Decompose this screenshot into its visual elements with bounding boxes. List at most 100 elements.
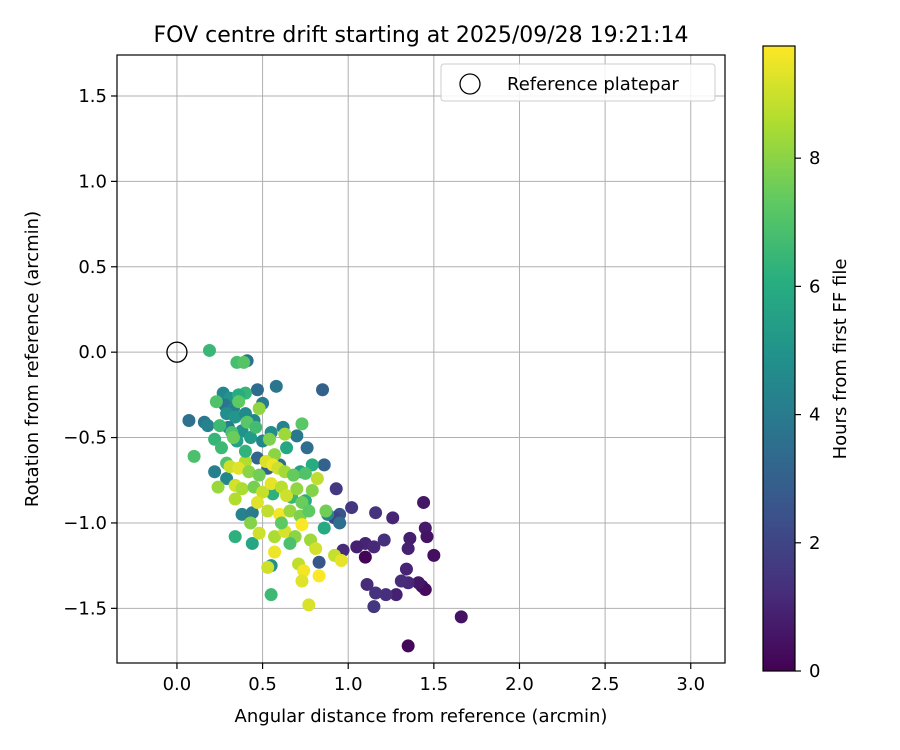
scatter-point bbox=[358, 550, 372, 564]
scatter-point bbox=[302, 598, 316, 612]
scatter-point bbox=[278, 427, 292, 441]
scatter-point bbox=[417, 495, 431, 509]
colorbar-tick-label: 2 bbox=[809, 533, 820, 554]
scatter-point bbox=[235, 507, 249, 521]
plot-frame bbox=[116, 54, 726, 664]
scatter-point bbox=[312, 569, 326, 583]
scatter-point bbox=[316, 383, 330, 397]
scatter-point bbox=[232, 395, 246, 409]
scatter-point bbox=[295, 574, 309, 588]
scatter-point bbox=[329, 482, 343, 496]
x-tick-label: 3.0 bbox=[676, 674, 705, 695]
scatter-point bbox=[427, 548, 441, 562]
scatter-point bbox=[350, 540, 364, 554]
scatter-point bbox=[209, 395, 223, 409]
scatter-point bbox=[290, 482, 304, 496]
colorbar-tick-label: 0 bbox=[809, 661, 820, 682]
x-axis-ticks: 0.0 0.5 1.0 1.5 2.0 2.5 3.0 bbox=[163, 663, 705, 695]
scatter-point bbox=[280, 441, 294, 455]
scatter-point bbox=[252, 526, 266, 540]
grid bbox=[117, 55, 725, 663]
scatter-point bbox=[290, 429, 304, 443]
scatter-point bbox=[317, 521, 331, 535]
y-tick-label: 0.0 bbox=[78, 342, 107, 363]
scatter-point bbox=[377, 533, 391, 547]
scatter-point bbox=[261, 504, 275, 518]
scatter-point bbox=[286, 468, 300, 482]
colorbar-label: Hours from first FF file bbox=[830, 259, 851, 460]
x-tick-label: 0.0 bbox=[163, 674, 192, 695]
scatter-point bbox=[201, 419, 215, 433]
y-tick-label: 1.0 bbox=[78, 171, 107, 192]
x-axis-label: Angular distance from reference (arcmin) bbox=[235, 706, 608, 727]
x-tick-label: 1.5 bbox=[420, 674, 449, 695]
scatter-point bbox=[268, 545, 282, 559]
x-tick-label: 1.0 bbox=[334, 674, 363, 695]
scatter-point bbox=[411, 576, 425, 590]
scatter-point bbox=[182, 413, 196, 427]
colorbar-ticks: 0 2 4 6 8 bbox=[795, 148, 820, 682]
scatter-point bbox=[208, 465, 222, 479]
legend: Reference platepar bbox=[440, 63, 716, 102]
scatter-point bbox=[386, 511, 400, 525]
scatter-point bbox=[367, 540, 381, 554]
scatter-point bbox=[379, 588, 393, 602]
scatter-point bbox=[420, 530, 434, 544]
scatter-point bbox=[250, 495, 264, 509]
scatter-point bbox=[297, 564, 311, 578]
scatter-point bbox=[454, 610, 468, 624]
scatter-point bbox=[309, 542, 323, 556]
data-points bbox=[182, 343, 468, 653]
scatter-point bbox=[305, 484, 319, 498]
scatter-point bbox=[211, 480, 225, 494]
scatter-point bbox=[283, 536, 297, 550]
scatter-point bbox=[238, 444, 252, 458]
scatter-point bbox=[202, 343, 216, 357]
y-tick-label: −1.5 bbox=[63, 598, 107, 619]
x-tick-label: 2.0 bbox=[505, 674, 534, 695]
scatter-point bbox=[333, 516, 347, 530]
y-axis-label: Rotation from reference (arcmin) bbox=[22, 211, 43, 507]
scatter-point bbox=[319, 504, 333, 518]
y-tick-label: −0.5 bbox=[63, 428, 107, 449]
colorbar-tick-label: 6 bbox=[809, 276, 820, 297]
colorbar-tick-label: 8 bbox=[809, 148, 820, 169]
scatter-point bbox=[244, 431, 258, 445]
scatter-point bbox=[401, 639, 415, 653]
scatter-point bbox=[245, 536, 259, 550]
scatter-point bbox=[264, 477, 278, 491]
scatter-point bbox=[403, 531, 417, 545]
scatter-point bbox=[345, 501, 359, 515]
scatter-point bbox=[302, 504, 316, 518]
colorbar-gradient bbox=[762, 45, 796, 672]
scatter-point bbox=[399, 562, 413, 576]
scatter-point bbox=[245, 506, 259, 520]
scatter-point bbox=[360, 577, 374, 591]
scatter-point bbox=[262, 432, 276, 446]
scatter-point bbox=[264, 588, 278, 602]
legend-box bbox=[440, 63, 716, 102]
legend-reference-marker bbox=[459, 73, 481, 95]
chart-title: FOV centre drift starting at 2025/09/28 … bbox=[154, 23, 689, 48]
scatter-point bbox=[214, 441, 228, 455]
scatter-point bbox=[232, 461, 246, 475]
colorbar: 0 2 4 6 8 Hours from first FF file bbox=[762, 45, 851, 682]
legend-label: Reference platepar bbox=[507, 74, 679, 95]
scatter-point bbox=[250, 383, 264, 397]
scatter-point bbox=[389, 588, 403, 602]
colorbar-tick-label: 4 bbox=[809, 405, 820, 426]
scatter-point bbox=[295, 417, 309, 431]
reference-platepar-marker bbox=[166, 341, 188, 363]
scatter-point bbox=[242, 465, 256, 479]
scatter-point bbox=[317, 458, 331, 472]
x-tick-label: 0.5 bbox=[248, 674, 277, 695]
scatter-point bbox=[237, 355, 251, 369]
scatter-point bbox=[295, 518, 309, 532]
scatter-point bbox=[300, 441, 314, 455]
scatter-point bbox=[228, 492, 242, 506]
scatter-point bbox=[213, 419, 227, 433]
scatter-point bbox=[269, 379, 283, 393]
scatter-point bbox=[252, 468, 266, 482]
scatter-point bbox=[235, 482, 249, 496]
scatter-point bbox=[394, 574, 408, 588]
